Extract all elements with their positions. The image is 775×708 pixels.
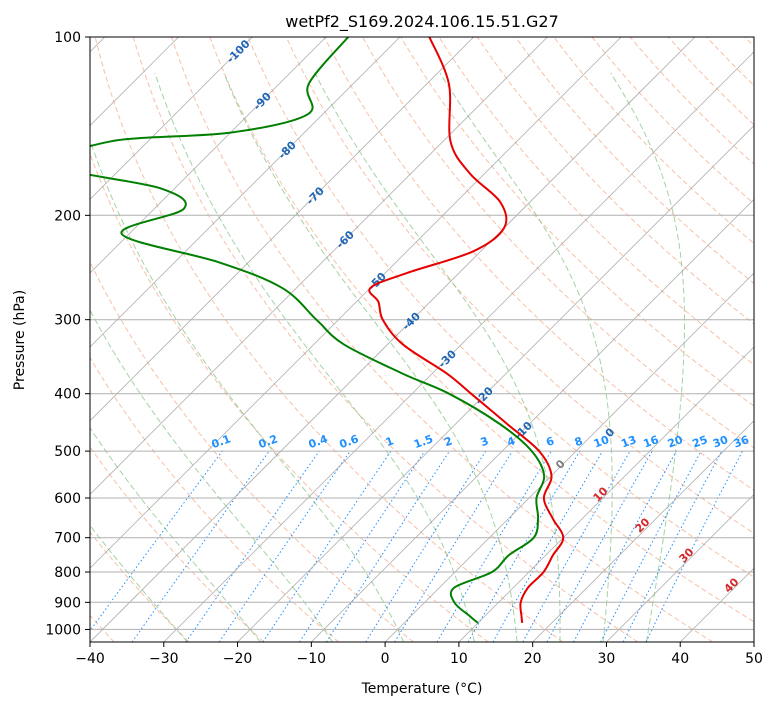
dry-adiabat bbox=[629, 37, 754, 165]
y-tick-label: 1000 bbox=[45, 622, 81, 638]
mixing-ratio-label: 30 bbox=[711, 433, 730, 451]
plot-area bbox=[90, 37, 754, 642]
isotherm-line bbox=[90, 37, 548, 496]
mixing-ratio-label: 1 bbox=[384, 434, 396, 449]
mixing-ratio-label: 6 bbox=[544, 434, 556, 449]
y-tick-label: 200 bbox=[54, 208, 81, 224]
dry-adiabat bbox=[171, 37, 713, 642]
mixing-ratio-label: 13 bbox=[619, 433, 638, 450]
x-tick-label: −10 bbox=[297, 651, 327, 667]
mixing-ratio-line bbox=[573, 450, 677, 642]
background-lines bbox=[90, 37, 754, 642]
mixing-ratio-label: 0.2 bbox=[257, 432, 280, 451]
isotherm-line bbox=[384, 272, 754, 642]
x-tick-label: 30 bbox=[598, 651, 616, 667]
x-axis: −40 −30 −20 −10 0 10 20 30 40 50 bbox=[75, 642, 763, 667]
mixing-ratio-line bbox=[436, 450, 552, 642]
dry-adiabat bbox=[94, 37, 564, 642]
chart-title: wetPf2_S169.2024.106.15.51.G27 bbox=[285, 12, 559, 32]
isotherm-line bbox=[237, 124, 754, 642]
mixing-ratio-label: 36 bbox=[732, 433, 751, 451]
y-tick-label: 300 bbox=[54, 313, 81, 329]
x-tick-label: 50 bbox=[745, 651, 763, 667]
moist-adiabat bbox=[90, 138, 405, 642]
mixing-ratio-line bbox=[131, 450, 270, 642]
mixing-ratio-label: 8 bbox=[573, 434, 585, 449]
mixing-ratio-label: 0.1 bbox=[210, 432, 233, 451]
isotherm-line bbox=[90, 37, 622, 569]
x-tick-label: −20 bbox=[223, 651, 253, 667]
dry-adiabat bbox=[553, 37, 754, 245]
x-tick-label: 0 bbox=[381, 651, 390, 667]
x-tick-label: 40 bbox=[671, 651, 689, 667]
sounding-profiles bbox=[90, 37, 565, 624]
isotherm-line bbox=[90, 37, 696, 642]
dry-adiabat bbox=[90, 531, 190, 642]
mixing-ratio-label: 1.5 bbox=[412, 432, 435, 451]
isotherm-line bbox=[458, 346, 754, 642]
moist-adiabat bbox=[610, 72, 685, 642]
mixing-ratio-label: 2 bbox=[442, 434, 454, 449]
y-tick-label: 100 bbox=[54, 30, 81, 46]
y-tick-label: 400 bbox=[54, 387, 81, 403]
moist-adiabat bbox=[90, 524, 188, 642]
moist-adiabat bbox=[223, 72, 518, 642]
pressure-grid bbox=[90, 37, 754, 630]
dry-adiabat bbox=[209, 37, 754, 623]
mixing-ratio-line bbox=[218, 450, 351, 642]
moist-adiabat bbox=[154, 72, 475, 642]
moist-adiabat bbox=[90, 309, 333, 642]
mixing-ratio-label: 0.6 bbox=[338, 432, 361, 451]
y-tick-label: 900 bbox=[54, 595, 81, 611]
y-axis-label: Pressure (hPa) bbox=[12, 290, 28, 390]
dry-adiabat bbox=[476, 37, 754, 325]
isotherm-line bbox=[163, 51, 754, 642]
x-axis-label: Temperature (°C) bbox=[361, 681, 483, 697]
mixing-ratio-label: 10 bbox=[592, 433, 611, 451]
x-tick-label: −30 bbox=[149, 651, 179, 667]
isotherm-line bbox=[90, 37, 327, 274]
dry-adiabat bbox=[90, 260, 414, 642]
mixing-ratio-line bbox=[522, 450, 631, 642]
moist-adiabat bbox=[439, 72, 613, 642]
isotherm-line bbox=[90, 37, 401, 348]
isotherm-line bbox=[90, 37, 474, 422]
dewpoint-profile bbox=[90, 37, 546, 624]
dry-adiabat bbox=[90, 356, 339, 642]
isotherm-line bbox=[606, 493, 754, 642]
x-tick-label: −40 bbox=[75, 651, 105, 667]
x-tick-label: 10 bbox=[450, 651, 468, 667]
y-tick-label: 500 bbox=[54, 444, 81, 460]
x-tick-label: 20 bbox=[524, 651, 542, 667]
mixing-ratio-label: 3 bbox=[479, 434, 491, 449]
mixing-ratio-label: 16 bbox=[642, 433, 661, 451]
moist-adiabat bbox=[314, 72, 561, 642]
dry-adiabat bbox=[438, 37, 754, 366]
isotherm-line bbox=[532, 420, 754, 642]
mixing-ratio-line bbox=[90, 450, 223, 632]
mixing-ratio-label: 4 bbox=[505, 434, 517, 449]
mixing-ratio-line bbox=[467, 450, 581, 642]
y-tick-label: 800 bbox=[54, 565, 81, 581]
mixing-ratio-line bbox=[394, 450, 513, 642]
y-axis: 100 200 300 400 500 600 700 800 900 1000 bbox=[45, 30, 90, 638]
mixing-ratio-label: 0.4 bbox=[307, 432, 330, 451]
dry-adiabat bbox=[400, 37, 754, 407]
mixing-ratio-line bbox=[365, 450, 487, 642]
y-tick-label: 600 bbox=[54, 491, 81, 507]
dry-adiabat bbox=[323, 37, 754, 491]
plot-frame bbox=[89, 36, 755, 643]
mixing-ratio-label: 20 bbox=[666, 433, 685, 451]
dry-adiabat bbox=[132, 37, 639, 642]
mixing-ratio-line bbox=[325, 450, 450, 642]
mixing-ratio-line bbox=[492, 450, 604, 642]
isotherm-line bbox=[311, 198, 754, 642]
mixing-ratio-line bbox=[185, 450, 320, 642]
y-tick-label: 700 bbox=[54, 531, 81, 547]
temperature-profile bbox=[368, 37, 565, 623]
mixing-ratio-label: 25 bbox=[691, 433, 710, 450]
